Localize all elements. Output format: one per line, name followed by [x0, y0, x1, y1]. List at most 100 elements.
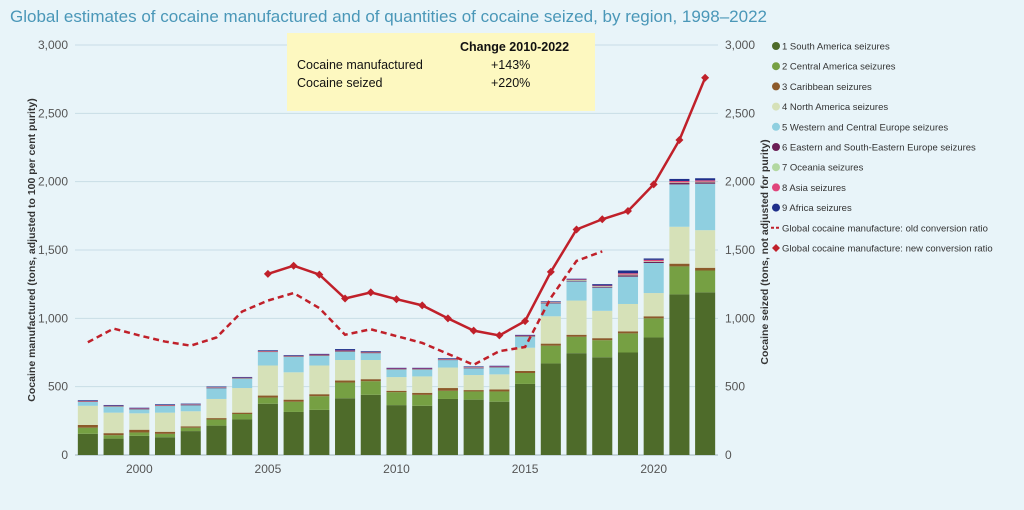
bar-segment-1 [566, 353, 587, 455]
bar-segment-3 [206, 418, 227, 420]
bar-segment-1 [77, 433, 98, 455]
legend-swatch [772, 62, 780, 71]
bar-segment-5 [463, 368, 484, 376]
bar-segment-7 [232, 377, 253, 379]
bar-segment-8 [257, 350, 278, 352]
bar-segment-1 [437, 398, 458, 455]
bar-segment-4 [515, 347, 536, 371]
bar-segment-6 [695, 182, 716, 184]
legend-label: Global cocaine manufacture: new conversi… [782, 244, 993, 255]
bar-segment-9 [515, 334, 536, 336]
bar-segment-8 [335, 350, 356, 351]
bar-segment-8 [437, 358, 458, 360]
bar-segment-8 [489, 366, 510, 367]
bar-segment-3 [643, 316, 664, 319]
legend-label: 8 Asia seizures [782, 183, 846, 194]
bar-segment-9 [643, 258, 664, 260]
bar-segment-3 [309, 394, 330, 397]
bar-segment-2 [643, 318, 664, 338]
line-marker [289, 261, 298, 270]
bar-segment-7 [154, 405, 176, 406]
bar-segment-4 [437, 367, 458, 389]
y-axis-label-left: Cocaine manufactured (tons, adjusted to … [26, 98, 38, 401]
bar-segment-9 [566, 278, 587, 280]
y-tick-label-right: 1,000 [725, 311, 755, 325]
legend-label: Global cocaine manufacture: old conversi… [782, 223, 988, 234]
legend-label: 2 Central America seizures [782, 62, 896, 73]
bar-segment-2 [309, 396, 330, 410]
y-tick-label-left: 2,500 [38, 106, 68, 120]
bar-segment-3 [437, 388, 458, 391]
bar-segment-9 [360, 351, 381, 352]
bar-segment-3 [412, 392, 433, 395]
bar-segment-9 [489, 365, 510, 367]
legend-label: 1 South America seizures [782, 42, 890, 53]
bar-segment-2 [129, 432, 150, 436]
x-tick-label: 2000 [126, 462, 153, 476]
bar-segment-5 [360, 353, 381, 361]
x-tick-label: 2005 [255, 462, 282, 476]
bar-segment-6 [669, 183, 690, 185]
bar-segment-7 [360, 352, 381, 353]
bar-segment-6 [257, 351, 278, 353]
bar-segment-9 [617, 270, 639, 274]
bar-segment-4 [463, 375, 484, 391]
bar-segment-4 [386, 377, 407, 391]
legend-swatch [772, 122, 780, 131]
bar-segment-4 [489, 374, 510, 390]
bar-segment-4 [129, 413, 150, 430]
bar-segment-6 [386, 369, 407, 370]
bar-segment-8 [669, 180, 690, 183]
bar-segment-8 [412, 368, 433, 369]
bar-segment-2 [489, 391, 510, 402]
line-marker [598, 215, 607, 224]
line-marker [649, 180, 658, 189]
bar-segment-8 [643, 259, 664, 262]
bar-segment-2 [592, 340, 613, 358]
bar-segment-1 [257, 403, 278, 455]
bar-segment-2 [463, 391, 484, 400]
legend-swatch [772, 183, 780, 192]
x-ticks: 2000 2005 2010 2015 2020 [126, 462, 667, 476]
bar-segment-3 [335, 380, 356, 383]
bar-segment-4 [283, 372, 304, 400]
bar-segment-8 [386, 368, 407, 369]
bar-segment-1 [695, 292, 716, 455]
bar-segment-5 [643, 262, 664, 294]
legend-label: 6 Eastern and South-Eastern Europe seizu… [782, 143, 976, 154]
bar-segment-3 [129, 429, 150, 433]
line-marker [366, 288, 375, 297]
line-marker [418, 301, 427, 310]
bar-segment-4 [412, 376, 433, 393]
line-marker [521, 317, 530, 326]
bar-segment-8 [232, 377, 253, 379]
bar-segment-1 [129, 435, 150, 455]
bar-segment-6 [335, 351, 356, 352]
bar-segment-7 [77, 401, 98, 402]
bar-segment-5 [617, 276, 639, 304]
legend-swatch [772, 102, 780, 111]
bar-segment-1 [643, 337, 664, 455]
bar-segment-6 [437, 359, 458, 361]
bar-segment-9 [309, 353, 330, 355]
bar-segment-7 [643, 261, 664, 262]
bar-segment-2 [437, 390, 458, 399]
bar-segment-4 [257, 365, 278, 396]
bar-segment-9 [695, 178, 716, 181]
bar-segment-1 [154, 437, 176, 455]
bar-segment-5 [437, 360, 458, 368]
annotation-value-seized: +220% [491, 76, 530, 90]
bar-segment-1 [232, 419, 253, 455]
legend-swatch [772, 42, 780, 50]
bar-segment-6 [309, 355, 330, 356]
bar-segment-3 [463, 390, 484, 392]
y-tick-label-right: 3,000 [725, 38, 755, 52]
bar-segment-9 [129, 407, 150, 409]
bar-segment-9 [540, 301, 561, 303]
bar-segment-2 [412, 394, 433, 406]
bar-segment-2 [180, 427, 201, 432]
bar-segment-9 [77, 400, 98, 401]
x-tick-label: 2015 [512, 462, 539, 476]
bar-segment-1 [463, 399, 484, 455]
bar-segment-7 [412, 368, 433, 370]
